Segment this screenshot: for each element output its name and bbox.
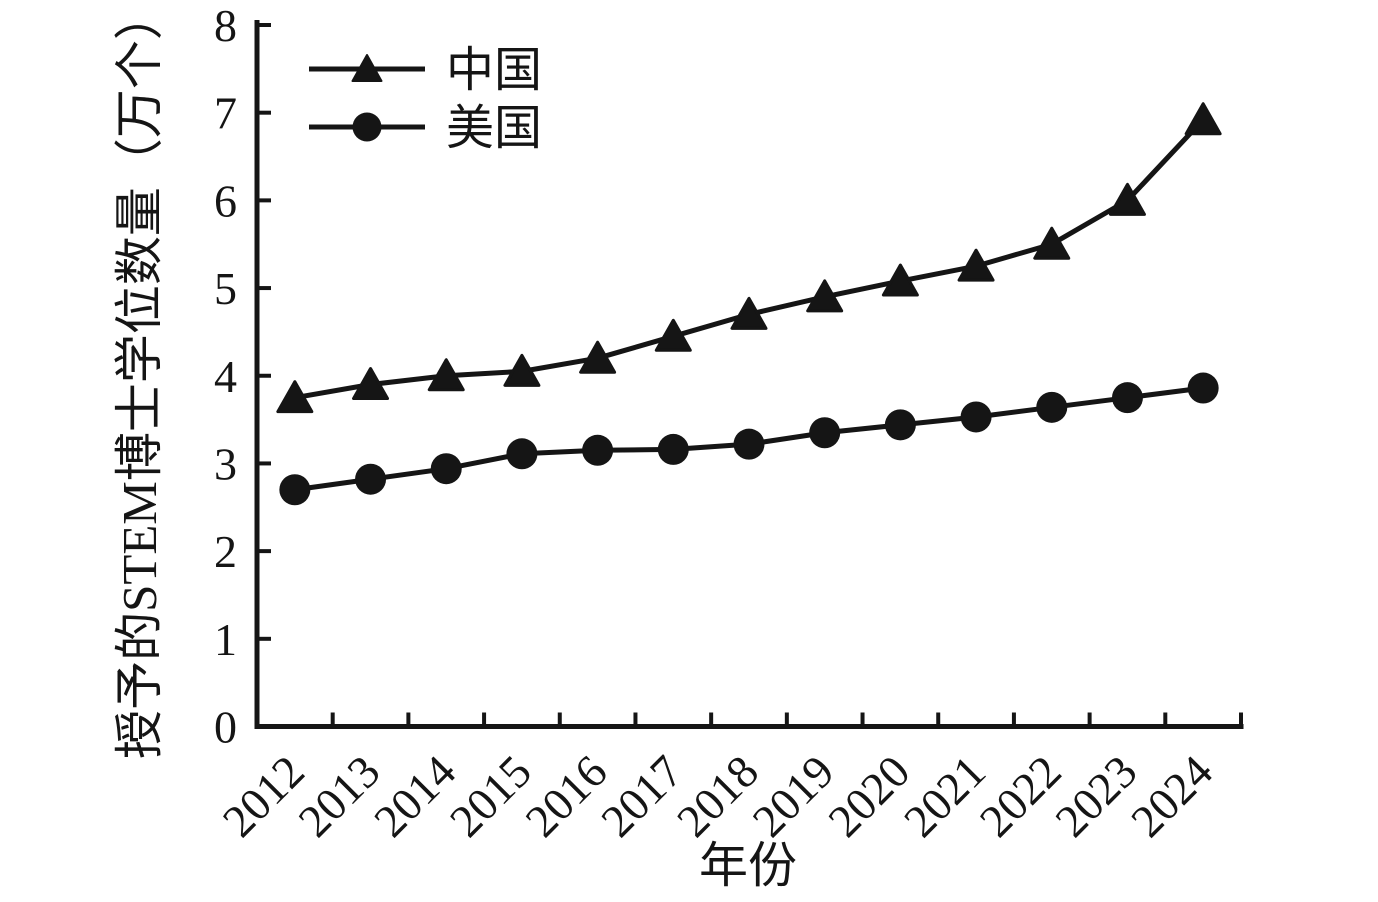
china-marker bbox=[881, 263, 919, 297]
x-axis-title: 年份 bbox=[699, 838, 797, 893]
usa-marker bbox=[355, 463, 387, 495]
china-marker bbox=[957, 248, 995, 282]
usa-marker bbox=[430, 453, 462, 485]
x-year-label: 2015 bbox=[440, 746, 541, 847]
y-tick-label: 5 bbox=[214, 263, 237, 314]
china-marker bbox=[1033, 226, 1071, 260]
x-year-label: 2016 bbox=[516, 746, 617, 847]
legend-circle-marker bbox=[352, 112, 382, 142]
china-marker bbox=[730, 296, 768, 330]
y-tick-label: 4 bbox=[214, 351, 237, 402]
axes bbox=[254, 20, 1244, 729]
y-tick-label: 0 bbox=[214, 702, 237, 753]
x-year-label: 2023 bbox=[1045, 746, 1146, 847]
china-marker bbox=[579, 340, 617, 374]
x-year-label: 2019 bbox=[743, 746, 844, 847]
usa-marker bbox=[1187, 372, 1219, 404]
y-tick-label: 3 bbox=[214, 438, 237, 489]
usa-marker bbox=[1036, 391, 1068, 423]
x-tick-labels: 2012201320142015201620172018201920202021… bbox=[213, 746, 1222, 847]
china-marker bbox=[503, 353, 541, 387]
legend-item-china: 中国 bbox=[309, 44, 542, 97]
legend-label-usa: 美国 bbox=[446, 102, 542, 155]
y-tick-label: 2 bbox=[214, 526, 237, 577]
x-year-label: 2022 bbox=[970, 746, 1071, 847]
china-marker bbox=[1108, 182, 1146, 216]
china-marker bbox=[654, 318, 692, 352]
x-year-label: 2013 bbox=[288, 746, 389, 847]
usa-marker bbox=[1111, 382, 1143, 414]
y-axis-title: 授予的STEM博士学位数量（万个） bbox=[112, 0, 167, 759]
x-year-label: 2017 bbox=[591, 746, 692, 847]
y-tick-label: 6 bbox=[214, 175, 237, 226]
china-marker bbox=[806, 279, 844, 313]
usa-marker bbox=[506, 438, 538, 470]
usa-marker bbox=[582, 434, 614, 466]
usa-marker bbox=[733, 428, 765, 460]
x-year-label: 2020 bbox=[818, 746, 919, 847]
x-year-label: 2014 bbox=[364, 746, 465, 847]
x-year-label: 2024 bbox=[1121, 746, 1222, 847]
china-marker bbox=[1184, 102, 1222, 136]
usa-marker bbox=[884, 409, 916, 441]
china-marker bbox=[352, 367, 390, 401]
china-marker bbox=[276, 380, 314, 414]
usa-marker bbox=[279, 474, 311, 506]
usa-marker bbox=[809, 417, 841, 449]
x-year-label: 2021 bbox=[894, 746, 995, 847]
legend-triangle-marker bbox=[351, 54, 383, 82]
legend-item-usa: 美国 bbox=[309, 102, 542, 155]
data-series bbox=[276, 102, 1222, 506]
usa-marker bbox=[960, 401, 992, 433]
legend-label-china: 中国 bbox=[446, 44, 542, 97]
legend: 中国 美国 bbox=[309, 44, 542, 155]
usa-marker bbox=[657, 433, 689, 465]
y-tick-labels: 0 1 2 3 4 5 6 7 8 bbox=[214, 0, 237, 753]
y-tick-label: 7 bbox=[214, 88, 237, 139]
y-tick-label: 8 bbox=[214, 0, 237, 51]
china-marker bbox=[427, 358, 465, 392]
y-tick-label: 1 bbox=[214, 614, 237, 665]
x-year-label: 2018 bbox=[667, 746, 768, 847]
x-year-label: 2012 bbox=[213, 746, 314, 847]
